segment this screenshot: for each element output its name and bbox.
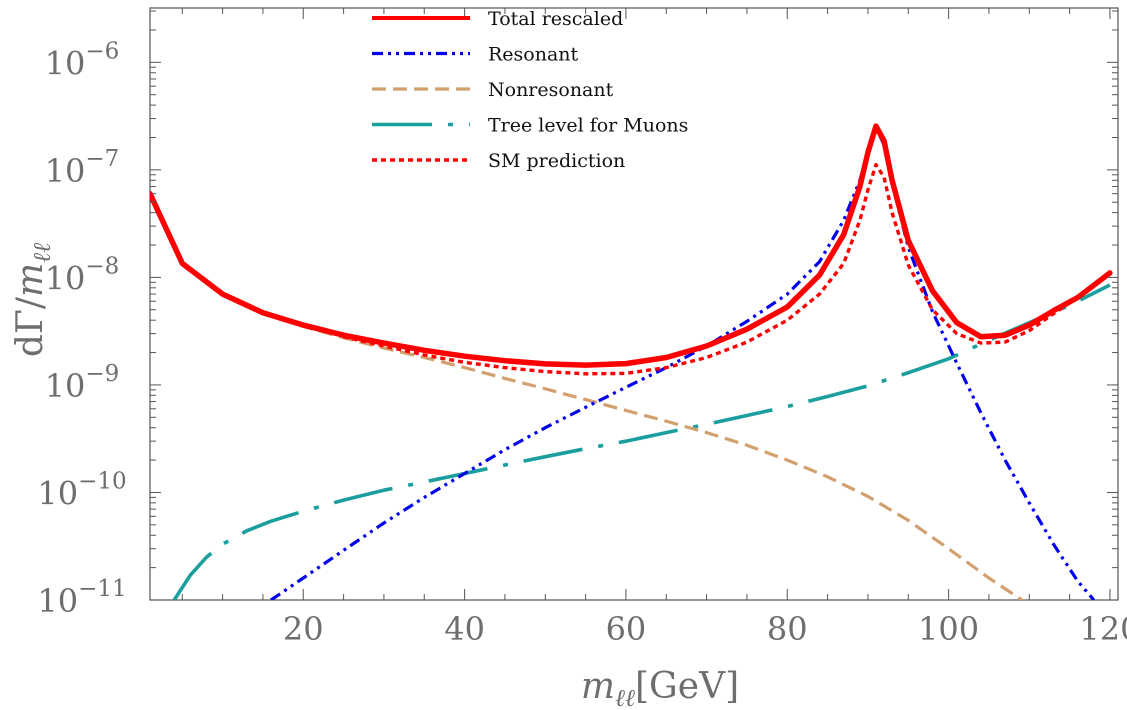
legend-label-3: Nonresonant xyxy=(488,79,614,101)
y-tick-label: 10−9 xyxy=(45,361,120,405)
series-line-3 xyxy=(150,193,1025,600)
series-line-1 xyxy=(150,123,1113,368)
y-axis-title: dΓ/mℓℓ xyxy=(10,243,56,357)
y-tick-label: 10−10 xyxy=(37,468,126,512)
y-tick-label: 10−6 xyxy=(45,38,120,82)
x-tick-label: 60 xyxy=(606,610,647,648)
series-line-4 xyxy=(172,283,1111,600)
legend: Total rescaled Resonant Nonresonant Tree le… xyxy=(372,8,688,172)
legend-label-4: Tree level for Muons xyxy=(488,115,688,137)
plot-frame xyxy=(149,7,1119,601)
x-tick-label: 100 xyxy=(918,610,979,648)
plot-area: 20 40 60 80 100 120 10−11 10−10 10−9 10−8 10−7 10−6 xyxy=(37,7,1127,648)
x-tick-label: 40 xyxy=(444,610,485,648)
y-tick-label: 10−11 xyxy=(37,576,126,620)
series-line-5 xyxy=(343,162,1111,376)
y-tick-label: 10−7 xyxy=(45,146,120,190)
x-tick-label: 20 xyxy=(283,610,324,648)
x-axis-title: mℓℓ[GeV] xyxy=(581,666,739,710)
legend-label-1: Total rescaled xyxy=(488,8,623,30)
series-layer xyxy=(150,123,1113,600)
x-tick-label: 80 xyxy=(767,610,808,648)
tick-labels-layer: 20 40 60 80 100 120 10−11 10−10 10−9 10−8 10−7 10−6 xyxy=(37,38,1127,648)
legend-label-2: Resonant xyxy=(488,44,579,66)
x-tick-label: 120 xyxy=(1079,610,1127,648)
ticks-layer xyxy=(150,8,1118,601)
y-tick-label: 10−8 xyxy=(45,253,120,297)
legend-label-5: SM prediction xyxy=(488,150,625,172)
